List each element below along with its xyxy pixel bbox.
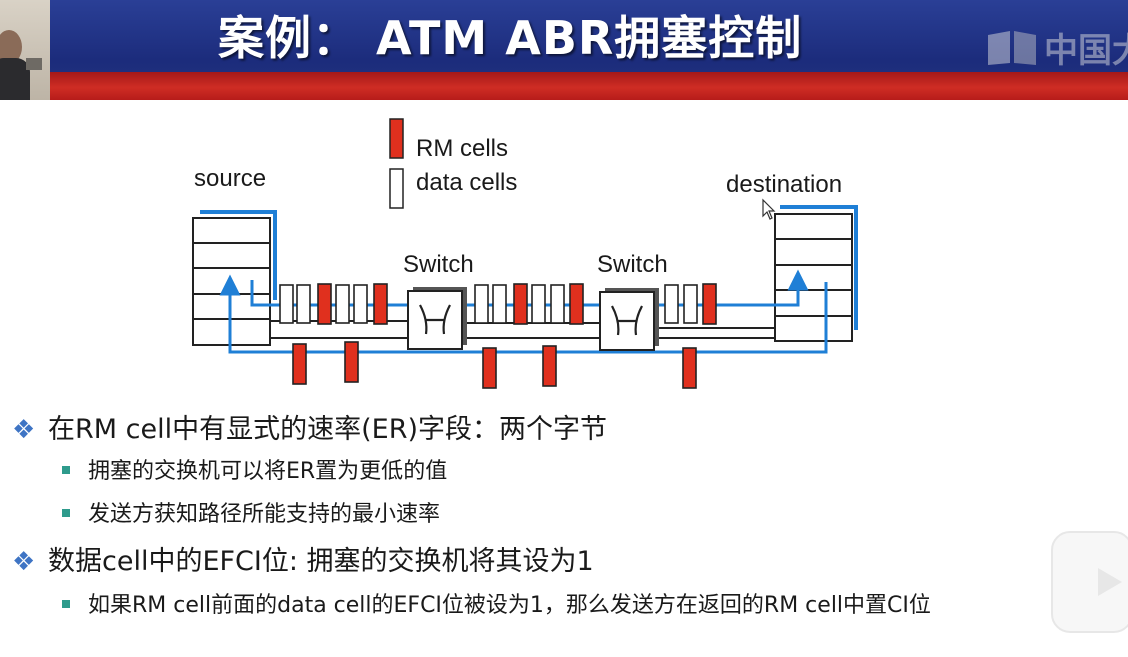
watermark-text: 中国大 — [1044, 30, 1128, 71]
legend-rm-label: RM cells — [416, 135, 508, 162]
square-bullet-icon — [62, 466, 70, 474]
presenter-webcam — [0, 0, 50, 100]
slide-title: 案例： ATM ABR拥塞控制 — [218, 11, 803, 65]
destination-label: destination — [726, 171, 842, 198]
switch1-label: Switch — [403, 251, 474, 278]
return-path — [219, 274, 828, 354]
sub-bullet-2-1-text: 如果RM cell前面的data cell的EFCI位被设为1，那么发送方在返回… — [88, 593, 931, 618]
diamond-bullet-icon: ❖ — [12, 415, 36, 445]
background-frame — [26, 58, 42, 70]
watermark-logo: 中国大 — [986, 24, 1128, 71]
header-red-band — [0, 72, 1128, 100]
return-rm-cells — [292, 341, 697, 389]
play-icon[interactable] — [1050, 520, 1128, 640]
sub-bullet-1-2-text: 发送方获知路径所能支持的最小速率 — [88, 502, 441, 527]
open-book-icon — [988, 31, 1036, 65]
bullet-2-text: 数据cell中的EFCI位: 拥塞的交换机将其设为1 — [48, 546, 594, 577]
destination-buffer — [774, 205, 858, 342]
cell-queue-3 — [664, 283, 717, 325]
legend-data-swatch — [389, 168, 404, 209]
legend-data-label: data cells — [416, 169, 517, 196]
atm-abr-diagram: RM cells data cells source destination — [192, 118, 858, 389]
cell-queue-2 — [474, 283, 584, 325]
sub-bullet-2-1: 如果RM cell前面的data cell的EFCI位被设为1，那么发送方在返回… — [62, 590, 1102, 622]
legend-rm-swatch — [389, 118, 404, 159]
cell-queue-1 — [279, 283, 388, 325]
mouse-cursor-icon — [762, 198, 776, 220]
slide-header: 案例： ATM ABR拥塞控制 中国大 — [0, 0, 1128, 100]
source-label: source — [194, 165, 266, 192]
square-bullet-icon — [62, 509, 70, 517]
bullet-1: ❖ 在RM cell中有显式的速率(ER)字段：两个字节 — [12, 412, 607, 448]
square-bullet-icon — [62, 600, 70, 608]
switch-icon — [599, 288, 659, 351]
sub-bullet-1-2: 发送方获知路径所能支持的最小速率 — [62, 499, 440, 531]
bullet-1-text: 在RM cell中有显式的速率(ER)字段：两个字节 — [48, 414, 607, 445]
bullet-2: ❖ 数据cell中的EFCI位: 拥塞的交换机将其设为1 — [12, 544, 594, 580]
source-buffer — [192, 210, 277, 346]
legend: RM cells data cells — [389, 118, 517, 209]
presenter-head — [0, 30, 22, 64]
switch-icon — [407, 287, 467, 350]
sub-bullet-1-1-text: 拥塞的交换机可以将ER置为更低的值 — [88, 459, 448, 484]
diamond-bullet-icon: ❖ — [12, 547, 36, 577]
switch2-label: Switch — [597, 251, 668, 278]
sub-bullet-1-1: 拥塞的交换机可以将ER置为更低的值 — [62, 456, 447, 488]
presenter-body — [0, 58, 30, 100]
